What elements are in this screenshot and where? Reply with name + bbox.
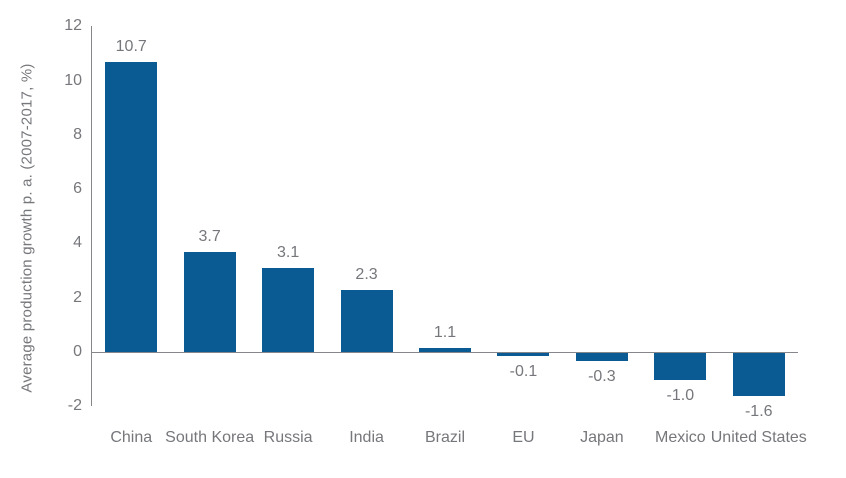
- y-tick-label-10: 10: [64, 71, 82, 89]
- value-label-japan: -0.3: [588, 368, 616, 386]
- bar-eu: [497, 353, 550, 356]
- category-label-south-korea: South Korea: [165, 429, 255, 446]
- value-label-china: 10.7: [115, 37, 147, 55]
- value-label-mexico: -1.0: [666, 387, 695, 405]
- bar-brazil: [419, 347, 471, 352]
- value-label-south-korea: 3.7: [198, 227, 221, 245]
- y-tick-label-12: 12: [64, 17, 82, 35]
- value-label-india: 2.3: [355, 265, 378, 283]
- y-axis-title: Average production growth p. a. (2007-20…: [18, 63, 36, 393]
- bar-south-korea: [183, 251, 236, 352]
- y-tick-label-0: 0: [73, 343, 82, 360]
- category-label-mexico: Mexico: [654, 429, 706, 446]
- category-label-china: China: [110, 429, 153, 446]
- value-label-united-states: -1.6: [744, 403, 773, 421]
- bar-united-states: [732, 353, 785, 397]
- category-label-united-states: United States: [710, 429, 807, 446]
- bar-china: [105, 61, 158, 352]
- bar-japan: [575, 353, 628, 362]
- value-label-russia: 3.1: [276, 243, 300, 261]
- y-tick-label-4: 4: [73, 234, 82, 252]
- y-tick-label-2: 2: [73, 288, 82, 306]
- bar-mexico: [654, 353, 707, 381]
- category-label-india: India: [349, 429, 384, 446]
- y-tick-label--2: -2: [67, 397, 82, 415]
- bar-russia: [262, 267, 315, 352]
- y-tick-label-8: 8: [73, 125, 82, 143]
- category-label-russia: Russia: [263, 429, 313, 446]
- value-label-brazil: 1.1: [433, 323, 457, 341]
- y-tick-label-6: 6: [73, 180, 82, 198]
- value-label-eu: -0.1: [509, 362, 538, 380]
- bar-india: [340, 289, 393, 352]
- category-label-brazil: Brazil: [424, 429, 466, 446]
- category-label-japan: Japan: [580, 429, 624, 446]
- category-label-eu: EU: [512, 429, 535, 446]
- y-axis-line: [91, 26, 92, 406]
- x-axis-zero-line: [92, 352, 798, 353]
